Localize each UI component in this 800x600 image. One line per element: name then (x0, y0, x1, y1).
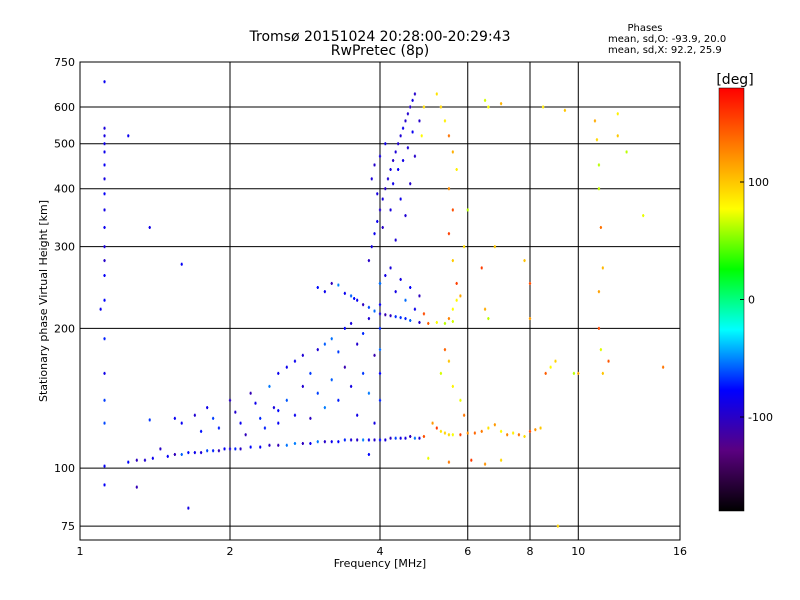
colorbar-tick-label: 0 (748, 294, 755, 307)
y-tick-label: 750 (54, 56, 75, 69)
phase-stats-o: mean, sd,O: -93.9, 20.0 (608, 34, 726, 45)
y-tick-label: 100 (54, 462, 75, 475)
phase-stats-x: mean, sd,X: 92.2, 25.9 (608, 45, 722, 56)
y-tick-labels: 75 100 200 300 400 500 600 750 (54, 56, 75, 533)
x-tick-label: 8 (527, 545, 534, 558)
chart-subtitle: RwPretec (8p) (331, 43, 429, 59)
colorbar (718, 87, 745, 512)
grid-lines (80, 62, 680, 540)
chart-title: Tromsø 20151024 20:28:00-20:29:43 (249, 29, 511, 45)
x-tick-label: 6 (464, 545, 471, 558)
x-tick-label: 10 (571, 545, 585, 558)
x-axis-label: Frequency [MHz] (334, 557, 426, 570)
x-tick-labels: 1 2 4 6 8 10 16 (77, 545, 688, 558)
x-tick-label: 2 (227, 545, 234, 558)
colorbar-label: [deg] (716, 72, 753, 88)
y-axis-label: Stationary phase Virtual Height [km] (37, 200, 50, 402)
x-tick-label: 4 (377, 545, 384, 558)
y-tick-label: 400 (54, 183, 75, 196)
colorbar-tick-label: -100 (748, 411, 773, 424)
x-tick-label: 1 (77, 545, 84, 558)
y-tick-label: 200 (54, 322, 75, 335)
scatter-points (99, 80, 665, 528)
y-tick-label: 500 (54, 138, 75, 151)
y-tick-label: 600 (54, 101, 75, 114)
x-tick-label: 16 (673, 545, 687, 558)
phase-stats-heading: Phases (627, 23, 662, 34)
colorbar-tick-label: 100 (748, 176, 769, 189)
y-tick-label: 300 (54, 241, 75, 254)
plot-frame (79, 61, 681, 541)
y-tick-label: 75 (61, 520, 75, 533)
colorbar-ticks: 100 0 -100 (740, 176, 773, 424)
